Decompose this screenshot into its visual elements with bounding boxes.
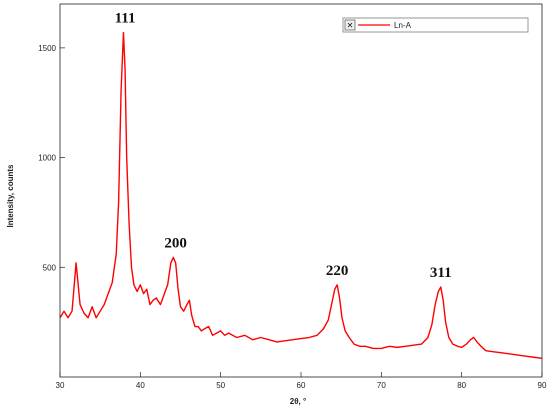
y-tick-label: 1000 <box>38 154 56 163</box>
annotation-layer: 111 200 220 311 <box>115 11 452 282</box>
peak-label: 200 <box>164 235 187 251</box>
x-tick-label: 70 <box>377 381 386 390</box>
legend-close-button[interactable] <box>344 19 356 31</box>
series-line-0 <box>59 31 543 360</box>
peak-label: 111 <box>115 11 136 27</box>
y-axis-title: Intensity, counts <box>6 164 15 228</box>
y-tick-label: 1500 <box>38 44 56 53</box>
series-layer <box>59 31 543 360</box>
x-tick-label: 40 <box>136 381 145 390</box>
x-tick-label: 80 <box>457 381 466 390</box>
y-tick-label: 500 <box>43 263 57 272</box>
peak-label: 220 <box>326 263 349 279</box>
x-axis-title: 2θ, ° <box>290 397 306 406</box>
ticks-layer: 30 40 50 60 70 80 90 500 1000 1500 <box>38 44 547 390</box>
peak-label: 311 <box>430 265 452 281</box>
x-tick-label: 60 <box>297 381 306 390</box>
x-tick-label: 90 <box>538 381 547 390</box>
close-icon: ✕ <box>347 21 354 30</box>
legend[interactable]: ✕ Ln-A <box>342 17 529 33</box>
legend-series-label: Ln-A <box>394 21 412 30</box>
x-tick-label: 50 <box>216 381 225 390</box>
legend-box <box>342 17 529 33</box>
x-tick-label: 30 <box>56 381 65 390</box>
